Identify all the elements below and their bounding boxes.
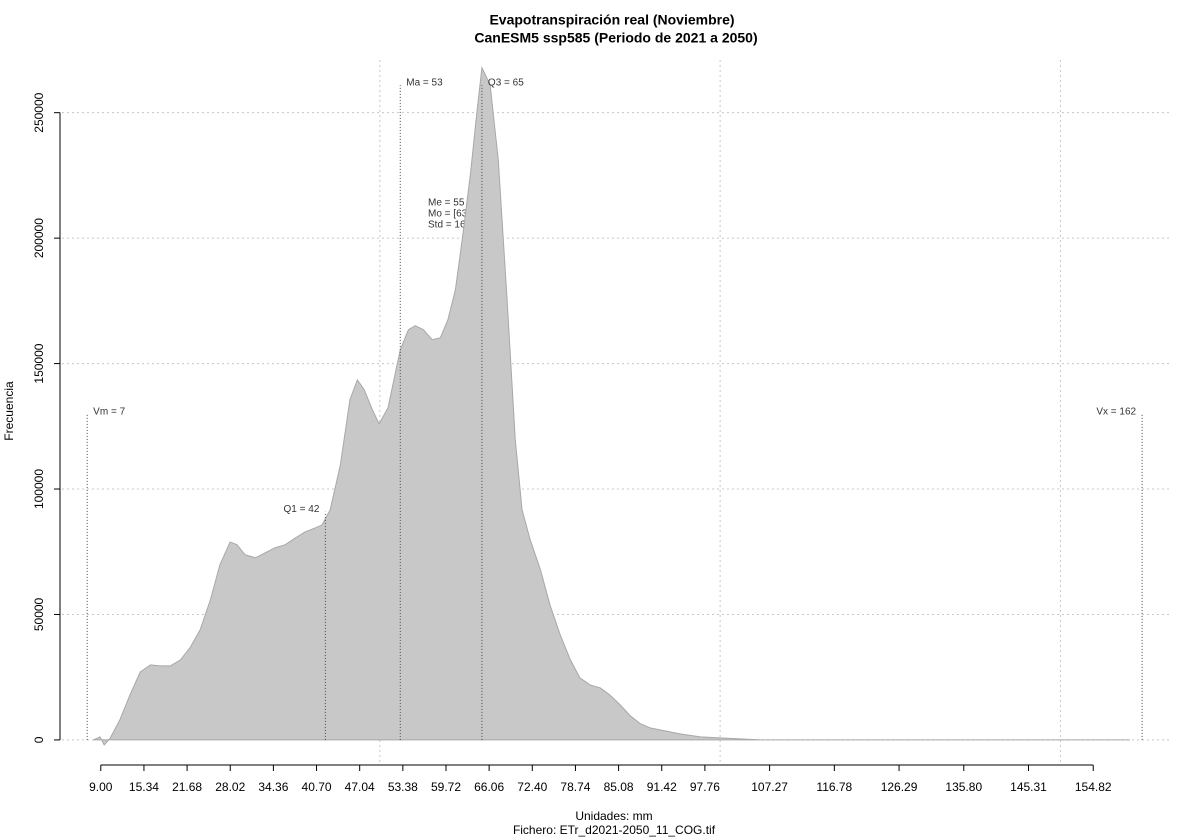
x-tick-label: 72.40 [517,780,547,794]
y-tick-label: 200000 [32,218,46,258]
y-tick-label: 50000 [32,597,46,631]
x-tick-label: 116.78 [816,780,852,794]
x-tick-label: 78.74 [560,780,590,794]
annotation-label: Vm = 7 [93,406,125,417]
caption: Fichero: ETr_d2021-2050_11_COG.tif [513,823,716,837]
x-tick-label: 154.82 [1075,780,1112,794]
annotation-label: Ma = 53 [406,78,443,89]
x-tick-label: 34.36 [258,780,288,794]
x-tick-label: 97.76 [690,780,720,794]
stat-text: Me = 55 [428,198,465,209]
x-tick-label: 107.27 [751,780,788,794]
y-tick-label: 100000 [32,469,46,509]
x-tick-label: 135.80 [945,780,982,794]
x-axis-label: Unidades: mm [575,809,652,823]
x-tick-label: 28.02 [215,780,245,794]
x-tick-label: 40.70 [302,780,332,794]
x-tick-label: 85.08 [604,780,634,794]
density-area [93,66,1130,746]
chart-subtitle: CanESM5 ssp585 (Periodo de 2021 a 2050) [474,30,757,46]
y-tick-label: 150000 [32,343,46,383]
x-tick-label: 66.06 [474,780,504,794]
x-tick-label: 91.42 [647,780,677,794]
annotation-label: Q3 = 65 [488,78,524,89]
x-tick-label: 126.29 [881,780,918,794]
stat-text: Std = 16 [428,220,466,231]
y-axis-label: Frecuencia [2,381,16,441]
x-tick-label: 53.38 [388,780,418,794]
annotation-label: Vx = 162 [1096,406,1136,417]
chart-title: Evapotranspiración real (Noviembre) [489,12,734,28]
y-tick-label: 0 [32,736,46,743]
x-tick-label: 59.72 [431,780,461,794]
y-tick-label: 250000 [32,92,46,132]
annotation-label: Q1 = 42 [284,504,320,515]
x-tick-label: 47.04 [345,780,375,794]
x-tick-label: 21.68 [172,780,202,794]
x-tick-label: 9.00 [89,780,113,794]
x-tick-label: 145.31 [1010,780,1047,794]
stat-text: Mo = [63.9,67.1] [428,209,501,220]
x-tick-label: 15.34 [129,780,159,794]
